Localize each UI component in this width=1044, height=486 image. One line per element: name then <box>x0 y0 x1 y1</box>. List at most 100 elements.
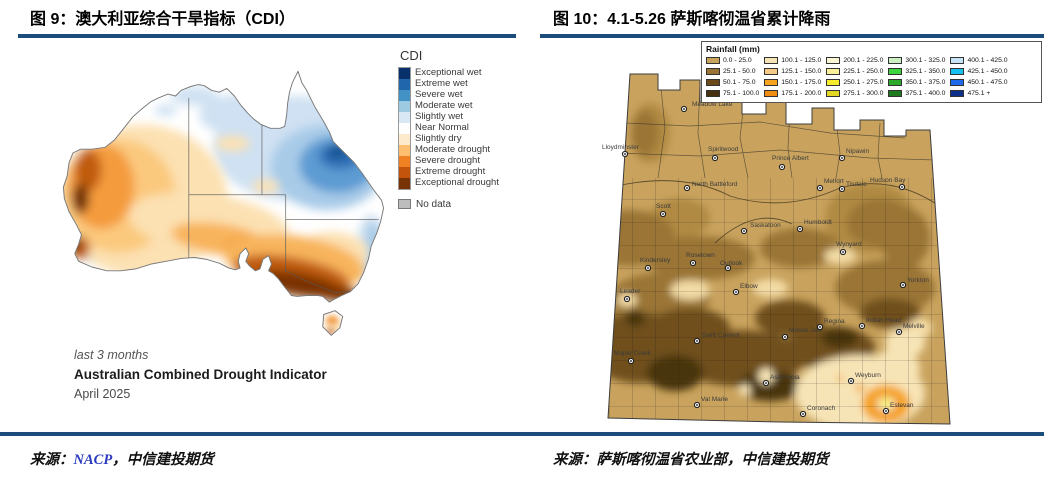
australia-map-group <box>62 70 385 336</box>
caption-name: Australian Combined Drought Indicator <box>74 366 327 382</box>
rainfall-legend-item: 25.1 - 50.0 <box>706 66 759 77</box>
no-data-swatch <box>398 199 411 209</box>
city-dot-center <box>902 283 904 286</box>
city-dot-center <box>842 250 844 253</box>
city-marker: Leader <box>620 288 641 302</box>
rainfall-swatch <box>764 89 779 97</box>
cdi-legend-label: Exceptional wet <box>415 66 482 78</box>
rainfall-legend-item: 475.1 + <box>950 88 1007 99</box>
saskatchewan-outline <box>607 73 951 425</box>
city-marker: Nipawin <box>838 148 870 161</box>
city-dot-center <box>885 409 887 412</box>
city-dot-center <box>784 335 786 338</box>
city-marker: Assiniboia <box>762 374 800 386</box>
cdi-ramp-segment <box>399 166 410 178</box>
sources-row: 来源：NACP，中信建投期货 来源：萨斯喀彻温省农业部，中信建投期货 <box>0 436 1044 469</box>
rainfall-range-label: 350.1 - 375.0 <box>905 78 946 86</box>
rainfall-legend-item: 350.1 - 375.0 <box>888 77 945 88</box>
city-marker: Estevan <box>882 402 914 414</box>
rainfall-swatch <box>950 78 965 86</box>
rainfall-legend-item: 175.1 - 200.0 <box>764 88 821 99</box>
rainfall-legend-item: 400.1 - 425.0 <box>950 55 1008 66</box>
cdi-legend-label: Extreme wet <box>415 77 468 89</box>
rainfall-legend-item: 50.1 - 75.0 <box>706 77 759 88</box>
cdi-ramp-segment <box>399 155 410 167</box>
figure10-title-rule <box>540 34 1044 38</box>
city-marker: Val Marie <box>693 396 728 408</box>
city-label: Kindersley <box>640 257 671 264</box>
cdi-ramp-segment <box>399 133 410 145</box>
rainfall-range-label: 150.1 - 175.0 <box>781 78 822 86</box>
city-dot-center <box>850 379 852 382</box>
city-dot-center <box>799 227 801 230</box>
rainfall-swatch <box>764 67 779 75</box>
city-markers-layer: Meadow Lake Lloydminster Spiritwood Prince … <box>602 101 929 417</box>
rainfall-swatch <box>826 89 841 97</box>
city-dot-center <box>662 212 664 215</box>
city-marker: Lloydminster <box>602 144 640 157</box>
australia-coastline <box>62 70 385 303</box>
rainfall-swatch <box>950 67 965 75</box>
city-marker: Meadow Lake <box>680 101 733 112</box>
rainfall-legend-item: 100.1 - 125.0 <box>764 55 821 66</box>
rainfall-range-label: 50.1 - 75.0 <box>723 78 756 86</box>
city-label: Coronach <box>807 405 836 412</box>
city-dot-center <box>714 156 716 159</box>
city-label: Tisdale <box>846 181 867 188</box>
cdi-ramp-segment <box>399 100 410 112</box>
figures-row: CDI Exceptional wet Extreme wet Severe wet… <box>0 37 1044 432</box>
city-marker: Yorkton <box>899 277 929 288</box>
source9-prefix: 来源： <box>30 451 74 468</box>
city-dot-center <box>765 381 767 384</box>
city-label: Maple Creek <box>614 350 652 357</box>
city-label: Saskatoon <box>750 222 781 229</box>
city-label: Yorkton <box>907 277 929 284</box>
rainfall-range-label: 75.1 - 100.0 <box>723 89 760 97</box>
city-label: Leader <box>620 288 641 295</box>
cdi-ramp-segment <box>399 67 410 79</box>
cdi-legend: CDI Exceptional wet Extreme wet Severe wet… <box>398 48 534 210</box>
city-marker: Regina <box>816 318 845 330</box>
city-marker: Maple Creek <box>614 350 652 364</box>
city-dot-center <box>624 152 626 155</box>
city-dot-center <box>901 185 903 188</box>
city-marker: Saskatoon <box>740 222 781 234</box>
city-marker: Swift Current <box>693 332 740 344</box>
city-dot-center <box>819 325 821 328</box>
cdi-ramp-segment <box>399 78 410 90</box>
rainfall-legend-column: 200.1 - 225.0 225.1 - 250.0 250.1 - 275.0 2… <box>826 55 883 99</box>
city-dot-center <box>861 324 863 327</box>
cdi-legend-label: Severe wet <box>415 88 463 100</box>
city-dot-center <box>696 403 698 406</box>
rainfall-legend-title: Rainfall (mm) <box>706 43 760 54</box>
cdi-legend-label: Severe drought <box>415 154 480 166</box>
rainfall-swatch <box>826 56 841 64</box>
rainfall-range-label: 475.1 + <box>967 89 991 97</box>
cdi-ramp-segment <box>399 111 410 123</box>
cdi-legend-body: Exceptional wet Extreme wet Severe wet Mode… <box>398 66 534 190</box>
rainfall-range-label: 325.1 - 350.0 <box>905 67 946 75</box>
figure-titles-row: 图 9：澳大利亚综合干旱指标（CDI） 图 10：4.1-5.26 萨斯喀彻温省… <box>0 0 1044 38</box>
city-dot-center <box>727 266 729 269</box>
city-marker: Humboldt <box>796 219 832 232</box>
rainfall-legend-item: 150.1 - 175.0 <box>764 77 821 88</box>
source10-rest: ，中信建投期货 <box>727 451 829 468</box>
city-marker: Indian Head <box>858 317 901 329</box>
rainfall-legend-item: 425.1 - 450.0 <box>950 66 1008 77</box>
cdi-legend-label: Moderate drought <box>415 143 490 155</box>
rainfall-legend-item: 325.1 - 350.0 <box>888 66 945 77</box>
rainfall-range-label: 275.1 - 300.0 <box>843 89 884 97</box>
city-marker: Outlook <box>720 260 743 271</box>
city-label: Nipawin <box>846 148 870 155</box>
rainfall-legend-item: 125.1 - 150.0 <box>764 66 821 77</box>
source10-prefix: 来源： <box>553 451 597 468</box>
city-dot-center <box>692 261 694 264</box>
city-dot-center <box>743 229 745 232</box>
rainfall-range-label: 300.1 - 325.0 <box>905 56 946 64</box>
tasmania-coastline <box>322 309 344 336</box>
city-label: Scott <box>656 203 671 210</box>
cdi-legend-label: Extreme drought <box>415 165 486 177</box>
city-label: Rosetown <box>686 252 715 259</box>
rainfall-swatch <box>706 89 720 97</box>
city-label: Humboldt <box>804 219 832 226</box>
